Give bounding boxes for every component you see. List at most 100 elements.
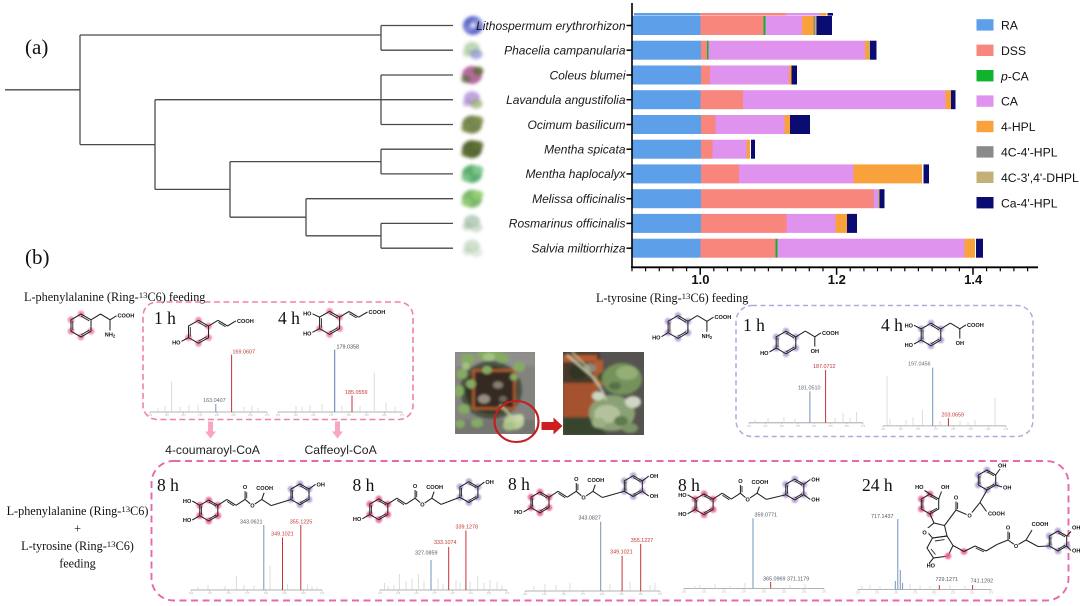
svg-text:O: O xyxy=(967,514,972,520)
svg-text:HO: HO xyxy=(303,331,312,337)
svg-text:HO: HO xyxy=(905,343,914,349)
svg-text:197.0456: 197.0456 xyxy=(908,362,930,368)
svg-text:COOH: COOH xyxy=(587,478,604,484)
svg-text:225: 225 xyxy=(231,413,236,417)
svg-text:DSS: DSS xyxy=(1001,44,1026,58)
svg-text:L-phenylalanine (Ring-13C6) fe: L-phenylalanine (Ring-13C6) feeding xyxy=(24,290,205,304)
svg-text:O: O xyxy=(922,531,927,537)
svg-text:150: 150 xyxy=(311,413,316,417)
svg-text:O: O xyxy=(413,484,418,490)
svg-text:Coleus blumei: Coleus blumei xyxy=(549,68,625,82)
svg-text:COOH: COOH xyxy=(715,315,732,321)
svg-text:L-tyrosine (Ring-13C6): L-tyrosine (Ring-13C6) xyxy=(21,539,134,553)
svg-text:225: 225 xyxy=(782,590,787,594)
svg-text:365.0969 371.1179: 365.0969 371.1179 xyxy=(763,577,809,583)
svg-text:125: 125 xyxy=(702,590,707,594)
svg-text:1.2: 1.2 xyxy=(828,272,846,287)
svg-text:175: 175 xyxy=(581,592,586,596)
svg-text:Melissa officinalis: Melissa officinalis xyxy=(532,192,625,206)
svg-text:225: 225 xyxy=(951,591,956,595)
svg-text:349.1021: 349.1021 xyxy=(271,532,293,538)
svg-text:HO: HO xyxy=(915,485,924,491)
svg-text:250: 250 xyxy=(248,413,253,417)
svg-text:125: 125 xyxy=(898,427,903,431)
svg-text:175: 175 xyxy=(198,413,203,417)
svg-text:OH: OH xyxy=(1072,526,1080,532)
svg-text:O: O xyxy=(243,485,248,491)
svg-text:COOH: COOH xyxy=(822,331,839,337)
svg-text:HO: HO xyxy=(172,340,181,346)
svg-text:275: 275 xyxy=(658,592,663,596)
svg-text:200: 200 xyxy=(215,413,220,417)
svg-text:Caffeoyl-CoA: Caffeoyl-CoA xyxy=(304,443,377,457)
svg-text:HO: HO xyxy=(678,493,687,499)
svg-text:8 h: 8 h xyxy=(508,474,530,494)
svg-text:O: O xyxy=(574,477,579,483)
svg-text:OH: OH xyxy=(998,464,1006,470)
svg-text:275: 275 xyxy=(400,413,405,417)
svg-text:Lavandula angustifolia: Lavandula angustifolia xyxy=(506,93,626,107)
svg-text:275: 275 xyxy=(861,424,866,428)
svg-text:4 h: 4 h xyxy=(278,308,300,328)
svg-text:150: 150 xyxy=(226,591,231,595)
svg-text:100: 100 xyxy=(189,591,194,595)
svg-text:359.0771: 359.0771 xyxy=(755,513,777,519)
svg-text:1 h: 1 h xyxy=(743,315,765,335)
svg-text:250: 250 xyxy=(301,591,306,595)
svg-text:L-phenylalanine (Ring-13C6): L-phenylalanine (Ring-13C6) xyxy=(7,504,149,518)
svg-text:250: 250 xyxy=(802,590,807,594)
svg-text:200: 200 xyxy=(951,427,956,431)
svg-text:O: O xyxy=(420,503,425,509)
svg-text:200: 200 xyxy=(932,591,937,595)
svg-text:250: 250 xyxy=(639,592,644,596)
svg-text:343.0621: 343.0621 xyxy=(240,519,262,525)
svg-text:8 h: 8 h xyxy=(678,475,700,495)
svg-text:125: 125 xyxy=(542,592,547,596)
svg-text:125: 125 xyxy=(396,591,401,595)
svg-text:225: 225 xyxy=(828,424,833,428)
svg-text:COOH: COOH xyxy=(118,314,135,320)
svg-text:HO: HO xyxy=(678,512,687,518)
svg-text:8 h: 8 h xyxy=(353,475,375,495)
svg-text:250: 250 xyxy=(487,591,492,595)
svg-text:333.1074: 333.1074 xyxy=(434,540,456,546)
svg-text:125: 125 xyxy=(294,413,299,417)
svg-text:100: 100 xyxy=(523,592,528,596)
svg-text:1.0: 1.0 xyxy=(691,272,709,287)
svg-text:125: 125 xyxy=(165,413,170,417)
svg-text:OH: OH xyxy=(1072,549,1080,555)
svg-text:175: 175 xyxy=(742,590,747,594)
svg-text:100: 100 xyxy=(747,424,752,428)
svg-text:250: 250 xyxy=(382,413,387,417)
svg-text:feeding: feeding xyxy=(59,557,96,571)
svg-text:349.1021: 349.1021 xyxy=(610,550,632,556)
svg-text:150: 150 xyxy=(414,591,419,595)
svg-text:COOH: COOH xyxy=(369,310,386,316)
svg-text:OH: OH xyxy=(317,482,325,488)
svg-text:1.4: 1.4 xyxy=(964,272,983,287)
svg-text:COOH: COOH xyxy=(256,486,273,492)
svg-text:OH: OH xyxy=(650,494,658,500)
svg-text:150: 150 xyxy=(181,413,186,417)
svg-text:OH: OH xyxy=(956,341,964,347)
svg-text:275: 275 xyxy=(1004,427,1009,431)
svg-text:100: 100 xyxy=(881,427,886,431)
svg-text:4-coumaroyl-CoA: 4-coumaroyl-CoA xyxy=(165,443,261,457)
svg-text:HO: HO xyxy=(652,336,661,342)
svg-text:100: 100 xyxy=(276,413,281,417)
svg-text:COOH: COOH xyxy=(988,512,1005,518)
svg-text:OH: OH xyxy=(811,498,819,504)
svg-text:OH: OH xyxy=(811,349,819,355)
svg-text:175: 175 xyxy=(913,591,918,595)
svg-text:OH: OH xyxy=(941,485,949,491)
svg-text:4C-3',4'-DHPL: 4C-3',4'-DHPL xyxy=(1001,171,1079,185)
svg-text:RA: RA xyxy=(1001,19,1019,33)
svg-text:NH2: NH2 xyxy=(105,333,116,339)
svg-text:163.0407: 163.0407 xyxy=(203,398,225,404)
svg-text:275: 275 xyxy=(320,591,325,595)
svg-text:24 h: 24 h xyxy=(862,475,893,495)
svg-text:4 h: 4 h xyxy=(881,315,903,335)
svg-text:100: 100 xyxy=(856,591,861,595)
svg-text:125: 125 xyxy=(208,591,213,595)
svg-text:Rosmarinus officinalis: Rosmarinus officinalis xyxy=(509,217,626,231)
